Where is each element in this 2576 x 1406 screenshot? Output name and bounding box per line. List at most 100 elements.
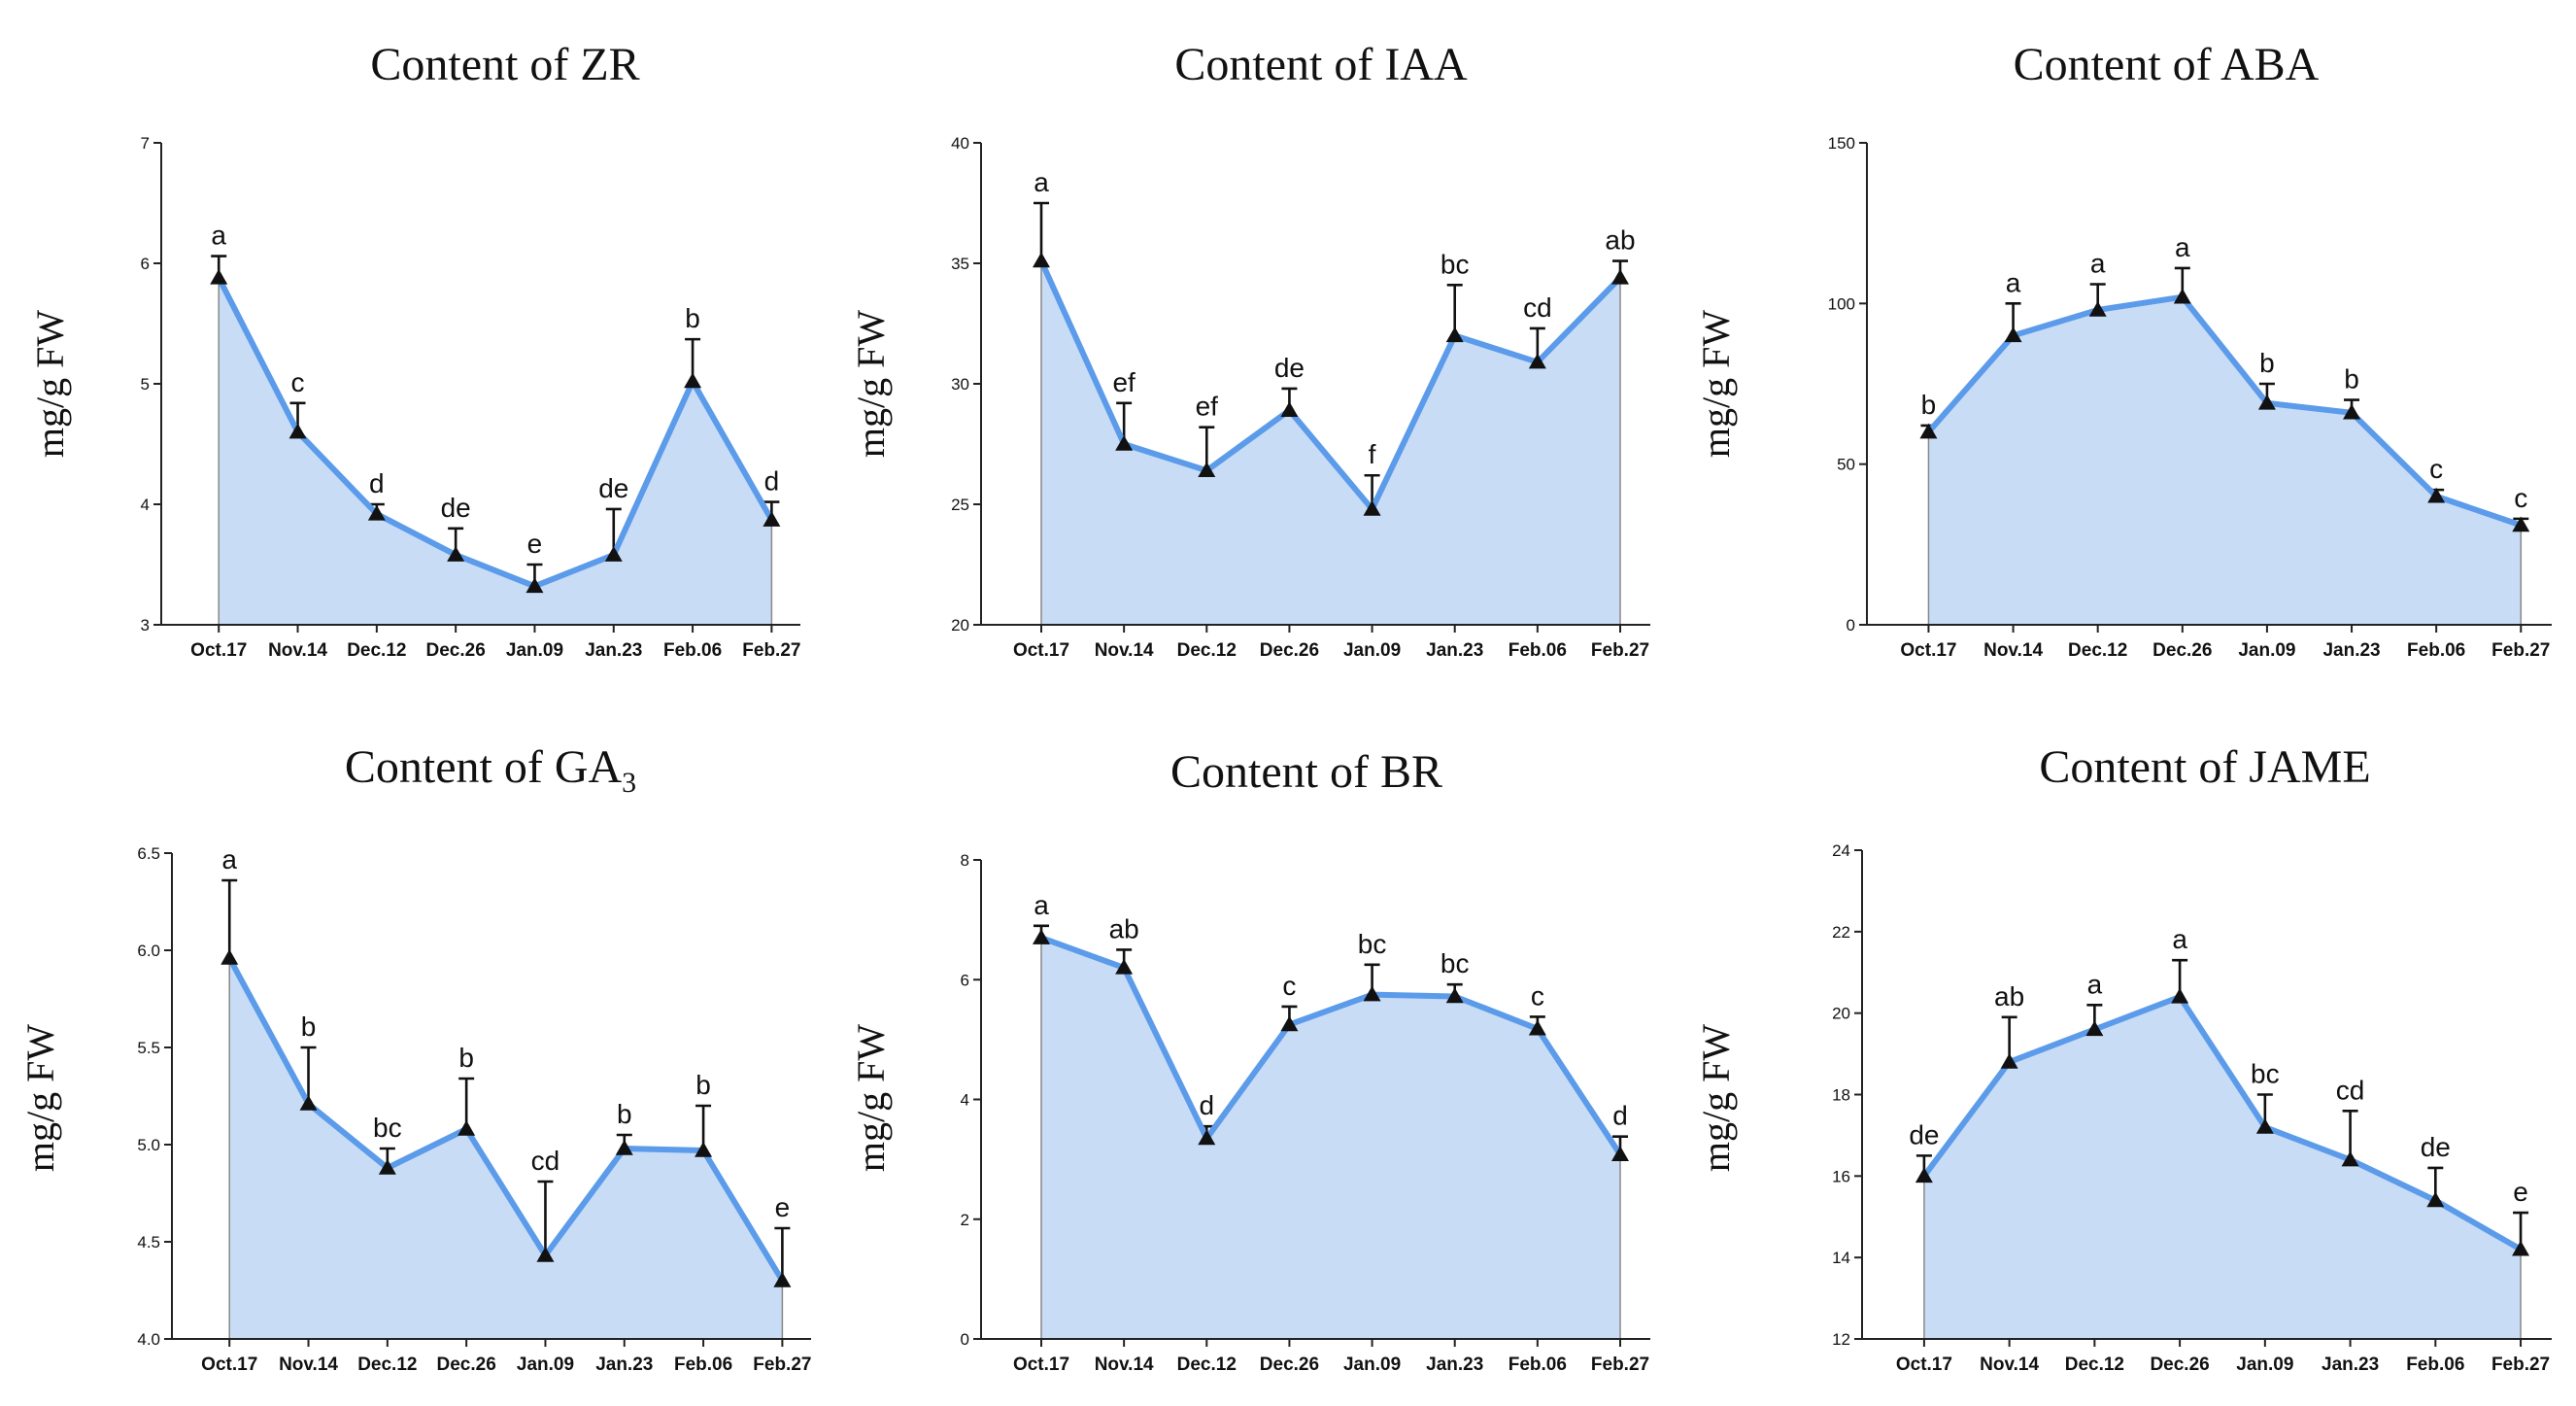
- x-tick-label-1-3: Dec.26: [1260, 640, 1319, 661]
- series-line-2: [1925, 293, 2525, 529]
- significance-letter-0-0: a: [211, 221, 226, 251]
- data-point-5-1: [2000, 1052, 2018, 1069]
- x-tick-label-3-2: Dec.12: [357, 1355, 417, 1375]
- y-axis-label-1: mg/g FW: [849, 310, 893, 458]
- significance-letter-5-3: a: [2172, 924, 2187, 954]
- y-tick-label-5-0: 12: [1832, 1330, 1850, 1349]
- significance-letter-5-6: de: [2421, 1132, 2451, 1162]
- data-point-2-5: [2343, 403, 2361, 420]
- y-axis-label-5: mg/g FW: [1694, 1024, 1738, 1172]
- y-tick-label-4-4: 8: [961, 851, 969, 870]
- data-point-3-7: [773, 1272, 792, 1287]
- y-tick-label-1-0: 20: [951, 616, 969, 634]
- data-point-3-1: [299, 1095, 318, 1111]
- significance-letter-3-6: b: [695, 1070, 711, 1100]
- significance-letter-2-0: b: [1921, 390, 1937, 420]
- x-tick-label-4-2: Dec.12: [1177, 1355, 1237, 1375]
- y-tick-label-5-5: 22: [1832, 923, 1850, 942]
- data-point-1-7: [1610, 268, 1629, 285]
- chart-title-0: Content of ZR: [370, 39, 639, 90]
- x-tick-label-5-0: Oct.17: [1896, 1355, 1952, 1375]
- x-tick-label-3-1: Nov.14: [279, 1355, 338, 1375]
- y-tick-label-3-4: 6.0: [137, 942, 160, 960]
- y-axis-label-4: mg/g FW: [849, 1024, 893, 1172]
- significance-letter-5-0: de: [1909, 1119, 1939, 1149]
- x-tick-label-1-0: Oct.17: [1013, 640, 1069, 661]
- y-tick-label-2-1: 50: [1837, 456, 1855, 474]
- y-tick-label-4-1: 2: [961, 1211, 969, 1229]
- data-point-0-1: [288, 423, 307, 439]
- data-point-1-4: [1363, 499, 1381, 516]
- significance-letter-5-5: cd: [2336, 1075, 2365, 1105]
- significance-letter-3-1: b: [301, 1012, 317, 1042]
- data-point-2-4: [2257, 394, 2276, 410]
- y-tick-label-3-0: 4.0: [137, 1330, 160, 1349]
- y-tick-label-0-4: 7: [141, 134, 150, 153]
- data-point-5-5: [2341, 1150, 2359, 1167]
- y-tick-label-5-4: 20: [1832, 1005, 1850, 1023]
- x-tick-label-5-4: Jan.09: [2236, 1355, 2293, 1375]
- data-point-0-4: [525, 577, 544, 594]
- y-tick-label-2-2: 100: [1828, 294, 1855, 313]
- x-tick-label-4-5: Jan.23: [1426, 1355, 1483, 1375]
- significance-letter-0-5: de: [598, 473, 628, 503]
- y-tick-label-4-2: 4: [961, 1091, 969, 1110]
- x-tick-label-2-2: Dec.12: [2068, 640, 2127, 661]
- y-tick-label-0-0: 3: [141, 616, 150, 634]
- y-tick-label-4-3: 6: [961, 971, 969, 989]
- significance-letter-2-3: a: [2175, 232, 2190, 262]
- y-axis-label-3: mg/g FW: [18, 1024, 62, 1172]
- significance-letter-2-2: a: [2090, 248, 2106, 278]
- chart-title-1: Content of IAA: [1174, 39, 1468, 90]
- significance-letter-4-5: bc: [1441, 948, 1470, 978]
- y-tick-label-5-6: 24: [1832, 841, 1850, 860]
- x-tick-label-2-4: Jan.09: [2238, 640, 2295, 661]
- data-point-4-7: [1610, 1146, 1629, 1161]
- y-tick-label-1-2: 30: [951, 375, 969, 394]
- data-point-2-1: [2004, 326, 2022, 343]
- data-point-3-2: [378, 1159, 396, 1175]
- significance-letter-4-3: c: [1282, 971, 1296, 1001]
- x-tick-label-0-7: Feb.27: [742, 640, 800, 661]
- x-tick-label-0-2: Dec.12: [347, 640, 406, 661]
- x-tick-label-2-1: Nov.14: [1983, 640, 2043, 661]
- data-point-4-6: [1528, 1019, 1546, 1036]
- data-point-2-2: [2088, 300, 2107, 317]
- significance-letter-5-1: ab: [1994, 981, 2024, 1012]
- data-point-5-3: [2171, 987, 2189, 1004]
- data-point-3-5: [615, 1140, 633, 1155]
- series-line-3: [226, 955, 786, 1284]
- data-point-3-3: [458, 1120, 476, 1136]
- data-point-0-5: [604, 546, 623, 562]
- chart-title-4: Content of BR: [1170, 746, 1442, 798]
- significance-letter-4-0: a: [1034, 890, 1049, 920]
- series-line-1: [1038, 257, 1623, 512]
- chart-title-5: Content of JAME: [2039, 741, 2370, 793]
- data-point-5-0: [1915, 1167, 1933, 1183]
- y-tick-label-4-0: 0: [961, 1330, 969, 1349]
- data-point-5-6: [2426, 1191, 2445, 1208]
- x-tick-label-1-6: Feb.06: [1508, 640, 1567, 661]
- data-point-0-0: [210, 268, 228, 285]
- y-tick-label-5-1: 14: [1832, 1249, 1850, 1267]
- significance-letter-1-1: ef: [1112, 367, 1135, 397]
- significance-letter-0-7: d: [764, 466, 780, 497]
- data-point-5-2: [2085, 1020, 2104, 1037]
- data-point-0-6: [684, 372, 702, 389]
- significance-letter-3-0: a: [221, 844, 237, 874]
- significance-letter-1-5: bc: [1441, 249, 1470, 279]
- significance-letter-0-4: e: [527, 529, 543, 559]
- significance-letter-1-6: cd: [1523, 292, 1552, 323]
- y-tick-label-3-5: 6.5: [137, 844, 160, 863]
- significance-letter-4-1: ab: [1109, 913, 1139, 943]
- data-point-1-0: [1033, 252, 1051, 268]
- significance-letter-4-7: d: [1612, 1101, 1628, 1131]
- x-tick-label-0-5: Jan.23: [585, 640, 642, 661]
- area-fill-5: [1923, 996, 2522, 1339]
- y-tick-label-3-3: 5.5: [137, 1039, 160, 1057]
- series-line-5: [1920, 993, 2525, 1252]
- x-tick-label-0-3: Dec.26: [426, 640, 486, 661]
- data-point-4-2: [1198, 1129, 1216, 1146]
- data-point-3-0: [220, 949, 239, 965]
